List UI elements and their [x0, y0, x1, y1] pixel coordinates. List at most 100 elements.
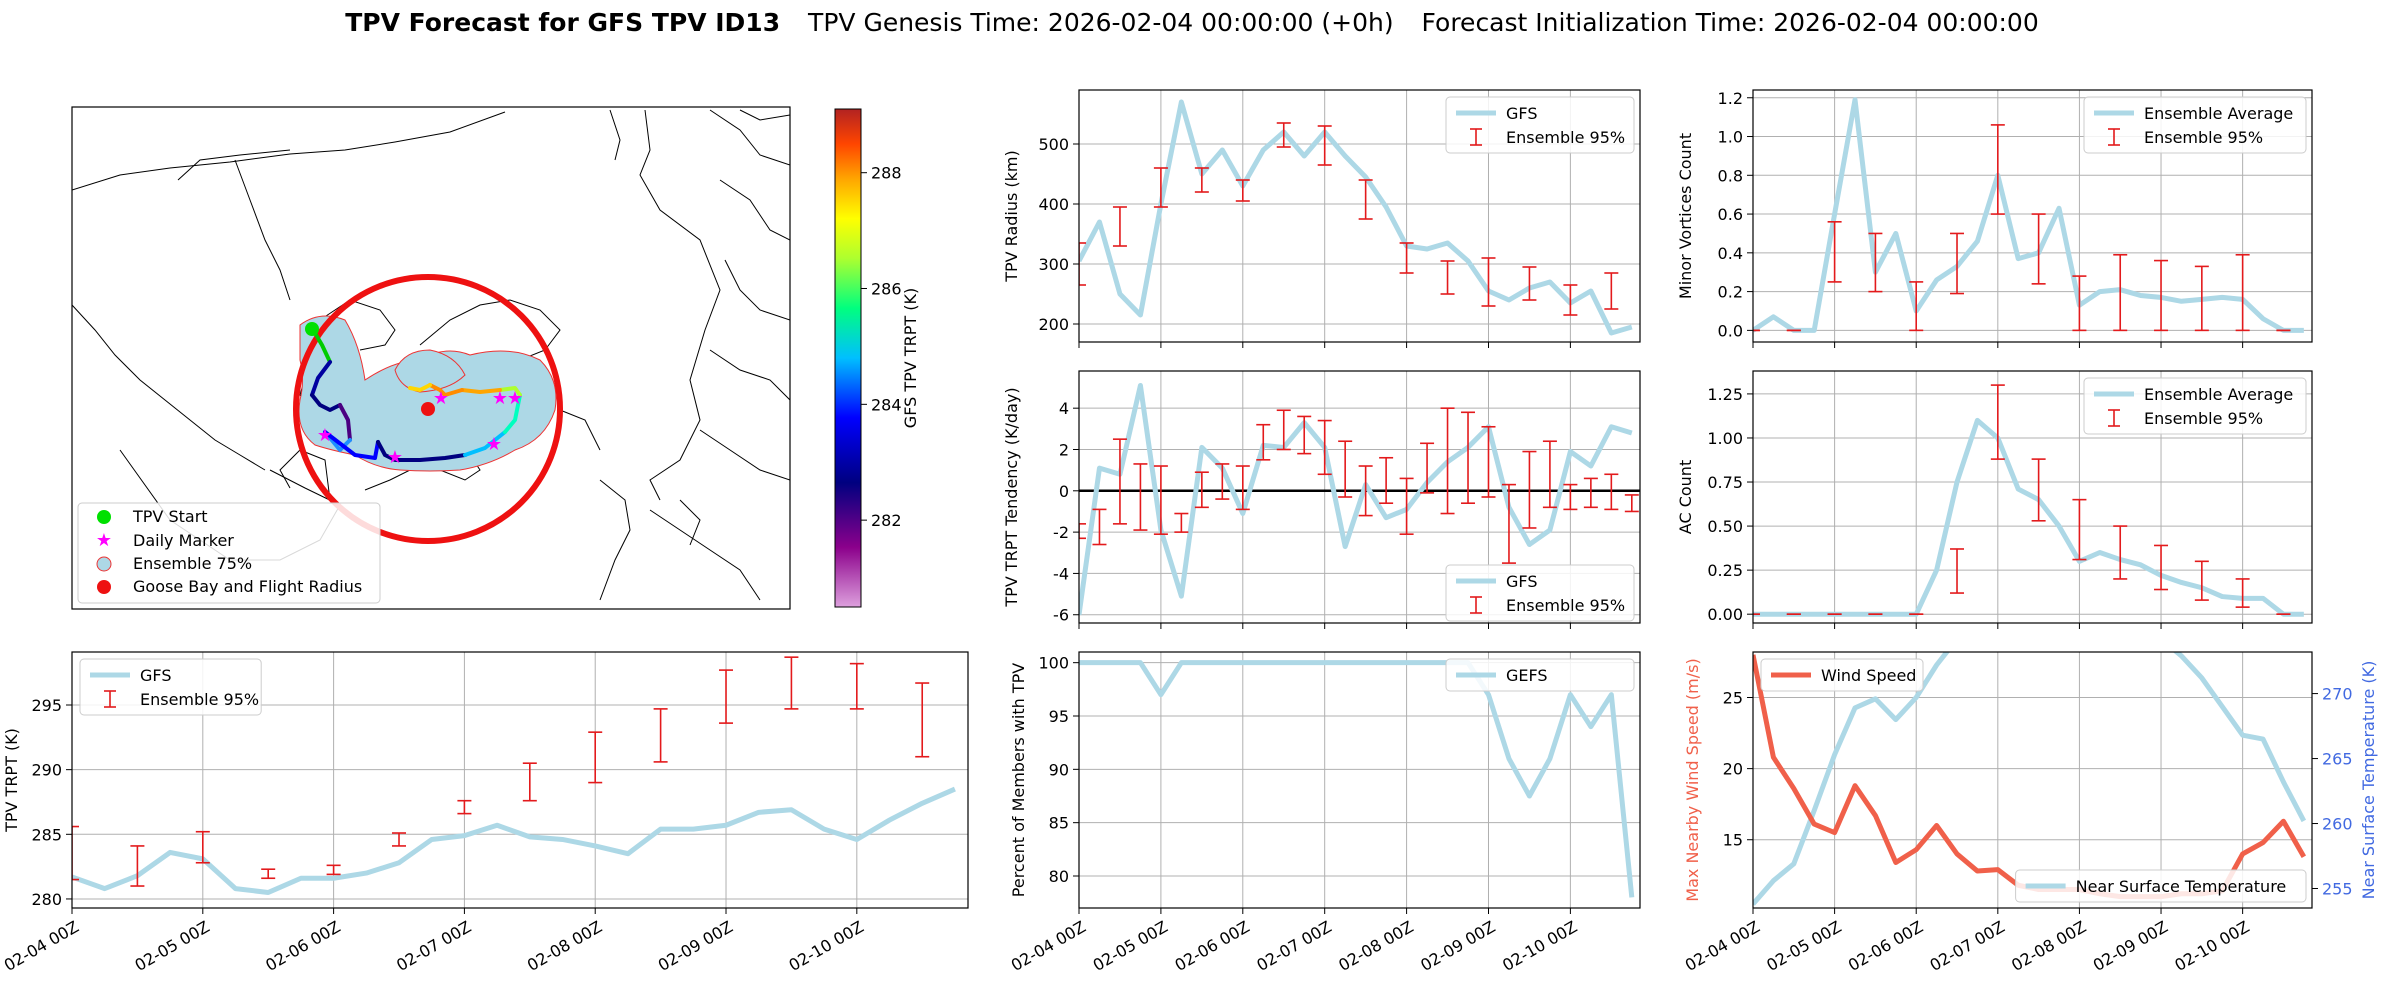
errorbar	[72, 825, 79, 881]
legend-frame	[2083, 377, 2307, 435]
panel-minor: 0.0 0.2 0.4 0.6 0.8 1.0 1.2 Minor Vortices Coun…	[1676, 89, 2313, 348]
map-panel: ★ ★ ★ ★ ★ ★ TPV Start ★ Daily Marker Ens…	[71, 106, 920, 610]
y-tick-label: -4	[1053, 564, 1069, 583]
x-tick-label: 02-10 00Z	[786, 917, 867, 975]
errorbar	[2194, 560, 2209, 601]
errorbar	[1338, 440, 1353, 498]
axes-frame	[1078, 370, 1641, 624]
errorbar	[1522, 450, 1537, 529]
errorbar	[1481, 425, 1496, 498]
y-tick-label: 400	[1038, 195, 1069, 214]
legend-start-icon	[97, 510, 111, 524]
legend-errorbar-icon	[1470, 128, 1482, 146]
x-tick-label: 02-05 00Z	[1090, 917, 1171, 975]
colorbar-tick-label: 288	[871, 164, 902, 183]
axes-frame	[1752, 370, 2313, 624]
legend-goose-icon	[97, 580, 111, 594]
legend-ensemble-icon	[96, 556, 112, 572]
y-tick-label: 0.4	[1718, 244, 1743, 263]
errorbar	[1440, 407, 1455, 515]
y2-tick-label: 265	[2322, 750, 2353, 769]
x-tick-label: 02-04 00Z	[1, 917, 82, 975]
errorbar	[1276, 409, 1291, 451]
plot-area	[1753, 97, 2304, 333]
errorbar	[653, 708, 668, 763]
errorbar	[1522, 266, 1537, 301]
y-tick-label: 1.00	[1707, 429, 1743, 448]
y-tick-label: 4	[1059, 399, 1069, 418]
y-tick-label: 100	[1038, 654, 1069, 673]
plot-area	[1079, 382, 1640, 616]
y-tick-label: 20	[1723, 760, 1743, 779]
errorbar	[1501, 483, 1516, 564]
x-tick-label: 02-08 00Z	[524, 917, 605, 975]
errorbar	[2031, 213, 2046, 285]
colorbar-tick-label: 286	[871, 280, 902, 299]
legend-marker-label: Daily Marker	[133, 531, 234, 550]
errorbar	[1563, 284, 1578, 316]
daily-marker: ★	[317, 425, 333, 446]
errorbar	[1624, 494, 1639, 513]
x-tick-label: 02-09 00Z	[1417, 917, 1498, 975]
y-tick-label: 0.6	[1718, 205, 1743, 224]
panel-radius: 200 300 400 500 TPV Radius (km) GFS Ensemble 9…	[1002, 89, 1641, 348]
x-tick-label: 02-09 00Z	[655, 917, 736, 975]
x-tick-label: 02-06 00Z	[262, 917, 343, 975]
errorbar	[1317, 419, 1332, 476]
plot-area	[1753, 652, 2307, 906]
errorbar	[1542, 440, 1557, 509]
ensemble-75-region	[298, 315, 557, 472]
x-tick-label: 02-07 00Z	[393, 917, 474, 975]
y-axis-label: TPV TRPT (K)	[2, 728, 21, 833]
errorbar	[1990, 384, 2005, 460]
y-tick-label: 0.75	[1707, 473, 1743, 492]
errorbar	[1563, 483, 1578, 511]
errorbar	[1215, 463, 1230, 500]
series-line-temperature	[1753, 652, 2307, 906]
y-axis-label: TPV TRPT Tendency (K/day)	[1002, 387, 1021, 607]
errorbar	[1092, 508, 1107, 546]
errorbar	[1583, 477, 1598, 509]
y-axis-label: AC Count	[1676, 460, 1695, 534]
y-tick-label: 80	[1049, 867, 1069, 886]
y-tick-label: 15	[1723, 831, 1743, 850]
y-tick-label: 0.00	[1707, 605, 1743, 624]
errorbar	[1256, 423, 1271, 461]
legend-label: Ensemble 95%	[140, 690, 259, 709]
panel-trpt: 280 285 290 295 TPV TRPT (K) 02-04 00Z 02-05 0…	[1, 651, 969, 975]
x-tick-label: 02-07 00Z	[1253, 917, 1334, 975]
y-tick-label: 0.25	[1707, 561, 1743, 580]
legend-label: Ensemble Average	[2144, 385, 2293, 404]
y-axis-label: Max Nearby Wind Speed (m/s)	[1683, 658, 1702, 901]
y-tick-label: 0.8	[1718, 166, 1743, 185]
daily-marker: ★	[387, 447, 403, 468]
legend-errorbar-icon	[2108, 409, 2120, 427]
series-line	[1079, 660, 1635, 898]
x-tick-label: 02-04 00Z	[1682, 917, 1763, 975]
daily-marker: ★	[486, 434, 502, 455]
errorbar	[261, 868, 276, 880]
axes-frame	[1078, 651, 1641, 909]
plot-area	[1079, 660, 1635, 898]
legend-frame-secondary	[2015, 869, 2307, 903]
axes-frame	[1752, 651, 2313, 909]
colorbar-ticks: 282 284 286 288	[861, 164, 902, 530]
panel-tendency: -6 -4 -2 0 2 4 TPV TRPT Tendency (K/day) GFS Ens…	[1002, 370, 1641, 629]
colorbar-tick-label: 284	[871, 395, 902, 414]
colorbar-gradient	[834, 108, 862, 608]
errorbar	[588, 731, 603, 784]
title-init: Forecast Initialization Time: 2026-02-04…	[1422, 8, 2039, 37]
y-tick-label: 85	[1049, 814, 1069, 833]
legend-label: Ensemble 95%	[1506, 596, 1625, 615]
y-axis-label: TPV Radius (km)	[1002, 150, 1021, 283]
errorbar	[2154, 259, 2169, 332]
errorbar	[915, 682, 930, 758]
errorbar	[1909, 281, 1924, 332]
legend-label: Ensemble 95%	[1506, 128, 1625, 147]
y-tick-label: 200	[1038, 315, 1069, 334]
errorbar	[2031, 458, 2046, 522]
x-tick-label: 02-04 00Z	[1008, 917, 1089, 975]
goose-bay-marker	[421, 402, 435, 416]
errorbar	[784, 656, 799, 710]
y-tick-label: 500	[1038, 135, 1069, 154]
